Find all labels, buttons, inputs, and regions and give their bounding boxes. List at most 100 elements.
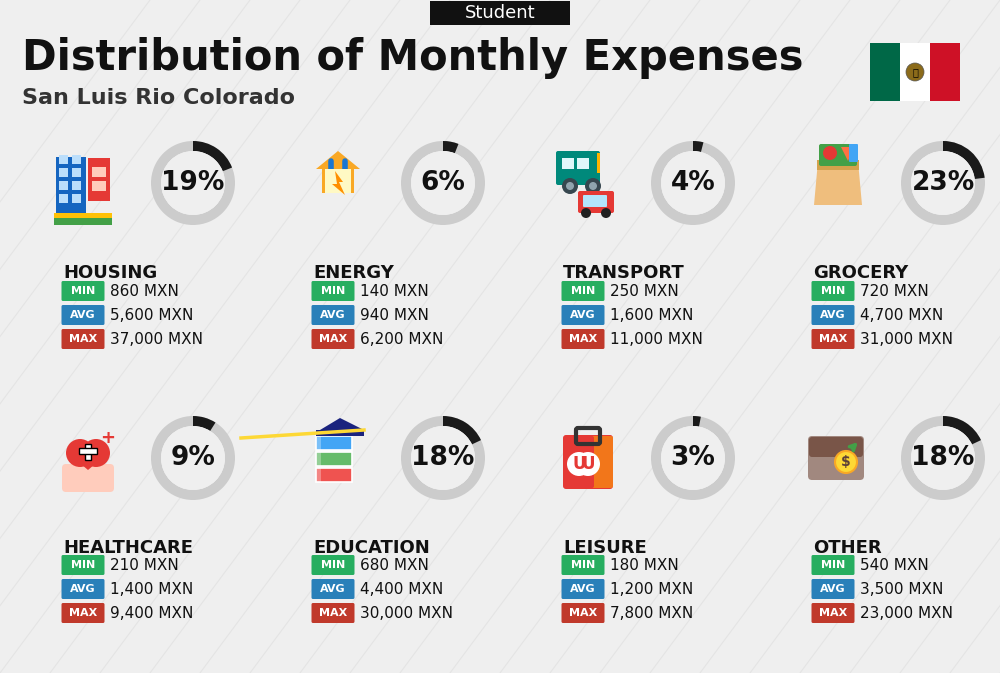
- FancyBboxPatch shape: [54, 218, 112, 225]
- Circle shape: [411, 151, 475, 215]
- Text: 1,600 MXN: 1,600 MXN: [610, 308, 693, 322]
- FancyBboxPatch shape: [316, 436, 321, 450]
- Text: 140 MXN: 140 MXN: [360, 283, 429, 299]
- FancyBboxPatch shape: [72, 194, 81, 203]
- FancyBboxPatch shape: [62, 329, 104, 349]
- Circle shape: [835, 451, 857, 473]
- Text: 11,000 MXN: 11,000 MXN: [610, 332, 703, 347]
- Text: 250 MXN: 250 MXN: [610, 283, 679, 299]
- Polygon shape: [814, 161, 862, 205]
- Wedge shape: [193, 416, 216, 431]
- FancyBboxPatch shape: [562, 579, 604, 599]
- Text: 🦅: 🦅: [912, 67, 918, 77]
- FancyBboxPatch shape: [85, 444, 91, 460]
- Circle shape: [581, 208, 591, 218]
- Text: 37,000 MXN: 37,000 MXN: [110, 332, 203, 347]
- Text: 19%: 19%: [161, 170, 225, 196]
- Circle shape: [161, 426, 225, 490]
- Circle shape: [601, 208, 611, 218]
- Wedge shape: [693, 141, 703, 152]
- Text: GROCERY: GROCERY: [813, 264, 908, 282]
- Wedge shape: [901, 141, 985, 225]
- Text: MAX: MAX: [69, 334, 97, 344]
- Text: 6%: 6%: [421, 170, 465, 196]
- Text: MAX: MAX: [819, 334, 847, 344]
- Circle shape: [576, 452, 600, 476]
- Text: HOUSING: HOUSING: [63, 264, 157, 282]
- Polygon shape: [841, 147, 854, 161]
- Text: Distribution of Monthly Expenses: Distribution of Monthly Expenses: [22, 37, 804, 79]
- Circle shape: [906, 63, 924, 81]
- FancyBboxPatch shape: [316, 430, 364, 436]
- FancyBboxPatch shape: [556, 151, 600, 185]
- FancyBboxPatch shape: [870, 43, 900, 101]
- Text: MIN: MIN: [71, 286, 95, 296]
- FancyBboxPatch shape: [62, 579, 104, 599]
- Text: +: +: [100, 429, 116, 447]
- FancyBboxPatch shape: [808, 436, 864, 480]
- Text: San Luis Rio Colorado: San Luis Rio Colorado: [22, 88, 295, 108]
- Text: ENERGY: ENERGY: [313, 264, 394, 282]
- Text: 540 MXN: 540 MXN: [860, 557, 929, 573]
- Text: OTHER: OTHER: [813, 539, 882, 557]
- Polygon shape: [68, 453, 108, 470]
- Circle shape: [589, 182, 597, 190]
- Circle shape: [911, 426, 975, 490]
- Text: TRANSPORT: TRANSPORT: [563, 264, 685, 282]
- Wedge shape: [901, 416, 985, 500]
- FancyBboxPatch shape: [59, 181, 68, 190]
- FancyBboxPatch shape: [316, 436, 352, 450]
- Text: MAX: MAX: [69, 608, 97, 618]
- FancyBboxPatch shape: [316, 468, 352, 482]
- Wedge shape: [693, 416, 701, 427]
- Text: MIN: MIN: [821, 286, 845, 296]
- Wedge shape: [651, 416, 735, 500]
- Text: LEISURE: LEISURE: [563, 539, 647, 557]
- FancyBboxPatch shape: [812, 603, 854, 623]
- FancyBboxPatch shape: [59, 168, 68, 177]
- Wedge shape: [151, 141, 235, 225]
- FancyBboxPatch shape: [562, 158, 574, 169]
- Text: $: $: [841, 455, 851, 469]
- FancyBboxPatch shape: [62, 555, 104, 575]
- Text: 940 MXN: 940 MXN: [360, 308, 429, 322]
- Text: 30,000 MXN: 30,000 MXN: [360, 606, 453, 621]
- Text: 1,200 MXN: 1,200 MXN: [610, 581, 693, 596]
- Text: MAX: MAX: [569, 608, 597, 618]
- FancyBboxPatch shape: [930, 43, 960, 101]
- FancyBboxPatch shape: [809, 437, 863, 457]
- FancyBboxPatch shape: [92, 167, 106, 177]
- Polygon shape: [316, 151, 360, 193]
- FancyBboxPatch shape: [578, 191, 614, 213]
- Wedge shape: [401, 141, 485, 225]
- Text: 3,500 MXN: 3,500 MXN: [860, 581, 943, 596]
- FancyBboxPatch shape: [812, 579, 854, 599]
- FancyBboxPatch shape: [62, 603, 104, 623]
- Text: 7,800 MXN: 7,800 MXN: [610, 606, 693, 621]
- FancyBboxPatch shape: [316, 452, 321, 466]
- Text: 1,400 MXN: 1,400 MXN: [110, 581, 193, 596]
- FancyBboxPatch shape: [312, 329, 354, 349]
- Text: MIN: MIN: [71, 560, 95, 570]
- Circle shape: [567, 452, 591, 476]
- Text: 5,600 MXN: 5,600 MXN: [110, 308, 193, 322]
- FancyBboxPatch shape: [430, 1, 570, 25]
- Text: AVG: AVG: [70, 310, 96, 320]
- FancyBboxPatch shape: [597, 153, 600, 173]
- FancyBboxPatch shape: [819, 144, 857, 166]
- FancyBboxPatch shape: [583, 195, 607, 207]
- Text: 18%: 18%: [411, 445, 475, 471]
- Wedge shape: [151, 416, 235, 500]
- FancyBboxPatch shape: [92, 181, 106, 191]
- FancyBboxPatch shape: [849, 144, 858, 162]
- Text: 720 MXN: 720 MXN: [860, 283, 929, 299]
- FancyBboxPatch shape: [56, 157, 86, 215]
- FancyBboxPatch shape: [312, 281, 354, 301]
- Text: 210 MXN: 210 MXN: [110, 557, 179, 573]
- Text: MAX: MAX: [319, 334, 347, 344]
- Text: 3%: 3%: [671, 445, 715, 471]
- FancyBboxPatch shape: [316, 452, 352, 466]
- Polygon shape: [332, 171, 345, 195]
- Text: U: U: [581, 455, 595, 473]
- Wedge shape: [193, 141, 232, 171]
